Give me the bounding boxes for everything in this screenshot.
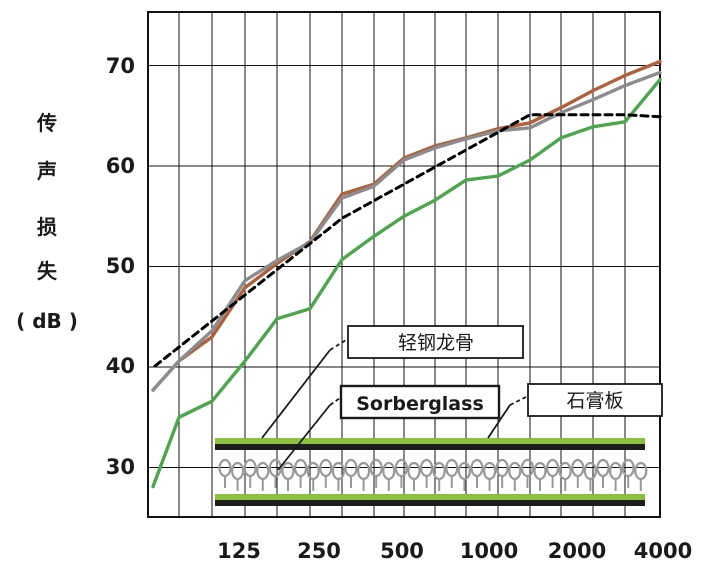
legend: 轻钢龙骨 Sorberglass 石膏板 — [261, 325, 663, 471]
gypsum-board-top-dark — [215, 444, 645, 450]
y-axis-label: 传 声 损 失 ( dB ) — [16, 111, 78, 333]
insulation-loop-33 — [634, 461, 648, 481]
y-label-char-4: 失 — [37, 259, 58, 283]
plot-frame — [147, 11, 661, 518]
series-line-1 — [151, 70, 662, 392]
legend-leader-steel-stud — [261, 349, 331, 439]
grid — [148, 12, 660, 517]
legend-label-gypsum: 石膏板 — [566, 389, 623, 412]
legend-label-steel-stud: 轻钢龙骨 — [398, 332, 474, 354]
series-layer — [151, 59, 662, 489]
insulation-loop-19 — [457, 461, 471, 481]
y-tick-30: 30 — [106, 455, 135, 479]
x-tick-2000: 2000 — [548, 539, 606, 563]
wall-section-diagram — [215, 438, 648, 506]
gypsum-board-bottom-green — [215, 494, 645, 500]
insulation-loop-31 — [608, 461, 623, 481]
x-tick-125: 125 — [217, 539, 261, 563]
y-tick-50: 50 — [106, 254, 135, 278]
legend-leader-sorberglass — [277, 404, 331, 471]
y-label-char-1: 传 — [36, 111, 57, 135]
legend-box-steel-stud — [347, 325, 524, 359]
y-tick-70: 70 — [106, 54, 135, 78]
insulation-loop-23 — [508, 461, 522, 481]
insulation-loop-21 — [483, 461, 497, 481]
legend-label-sorberglass: Sorberglass — [356, 393, 484, 415]
x-tick-500: 500 — [380, 539, 424, 563]
gypsum-board-top-green — [215, 438, 645, 444]
x-tick-250: 250 — [297, 539, 341, 563]
legend-box-sorberglass — [339, 384, 501, 420]
legend-box-gypsum — [527, 383, 663, 417]
legend-leader-gypsum-dash — [509, 396, 527, 406]
legend-leader-sorberglass-dash — [329, 397, 341, 406]
insulation-loop-3 — [256, 461, 270, 481]
insulation-loop-7 — [306, 461, 320, 481]
y-tick-40: 40 — [106, 354, 135, 378]
y-tick-labels: 70 60 50 40 30 — [106, 54, 135, 479]
y-label-char-3: 损 — [37, 215, 57, 239]
insulation-fill — [218, 458, 648, 491]
insulation-loop-29 — [583, 461, 598, 481]
x-tick-4000: 4000 — [634, 539, 692, 563]
x-tick-labels: 125 250 500 1000 2000 4000 — [217, 539, 692, 563]
insulation-loop-5 — [281, 461, 295, 481]
x-tick-1000: 1000 — [460, 539, 518, 563]
legend-leader-steel-stud-dash — [329, 339, 347, 351]
insulation-loop-13 — [382, 461, 396, 481]
series-line-3 — [153, 113, 662, 368]
insulation-loop-11 — [357, 461, 371, 481]
insulation-loop-1 — [231, 461, 245, 481]
gypsum-board-bottom-dark — [215, 500, 645, 506]
y-label-unit: ( dB ) — [16, 309, 78, 333]
y-tick-60: 60 — [106, 154, 135, 178]
series-line-2 — [151, 77, 662, 489]
y-label-char-2: 声 — [36, 159, 57, 183]
legend-leader-gypsum — [487, 404, 511, 439]
insulation-loop-25 — [533, 461, 547, 481]
insulation-loop-15 — [407, 461, 421, 481]
